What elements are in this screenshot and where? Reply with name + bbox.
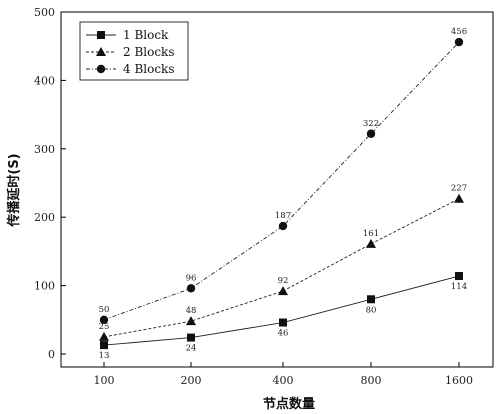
x-axis-title: 节点数量 bbox=[263, 396, 315, 412]
legend-label: 1 Block bbox=[123, 28, 169, 42]
x-tick-label: 100 bbox=[94, 374, 115, 387]
y-tick-label: 0 bbox=[48, 348, 55, 361]
data-label: 46 bbox=[278, 329, 289, 339]
data-label: 456 bbox=[451, 27, 467, 37]
data-labels: 13 24 46 80 114 25 48 92 161 227 50 96 187 322 456 bbox=[99, 27, 468, 361]
data-point bbox=[367, 295, 375, 304]
data-label: 187 bbox=[275, 211, 291, 221]
data-label: 114 bbox=[451, 282, 467, 292]
y-axis-title: 传播延时(S) bbox=[6, 153, 22, 227]
data-point bbox=[454, 193, 464, 203]
y-tick-label: 200 bbox=[34, 211, 55, 224]
legend-marker bbox=[96, 47, 106, 56]
legend-entry: 4 Blocks bbox=[86, 62, 174, 76]
data-point bbox=[99, 331, 109, 341]
legend-entry: 2 Blocks bbox=[86, 45, 174, 59]
data-label: 161 bbox=[363, 229, 379, 239]
y-tick-label: 500 bbox=[34, 6, 55, 19]
data-point bbox=[366, 238, 376, 248]
data-label: 13 bbox=[99, 351, 110, 361]
x-tick-label: 800 bbox=[361, 374, 382, 387]
legend-marker bbox=[97, 31, 105, 39]
data-label: 80 bbox=[366, 305, 377, 315]
data-label: 25 bbox=[99, 322, 110, 332]
x-axis: 100 200 400 800 1600 bbox=[94, 362, 473, 387]
legend-marker bbox=[96, 64, 106, 74]
data-label: 92 bbox=[278, 276, 289, 286]
data-label: 96 bbox=[186, 273, 197, 283]
data-label: 50 bbox=[99, 305, 110, 315]
series-layer bbox=[99, 37, 464, 350]
legend: 1 Block 2 Blocks 4 Blocks bbox=[79, 21, 189, 81]
x-tick-label: 400 bbox=[273, 374, 294, 387]
series-2 bbox=[99, 193, 464, 341]
data-point bbox=[187, 333, 195, 342]
y-tick-label: 400 bbox=[34, 74, 55, 87]
plot-frame bbox=[60, 11, 494, 368]
data-label: 227 bbox=[451, 184, 467, 194]
data-point bbox=[278, 286, 288, 296]
data-point bbox=[366, 129, 376, 138]
data-label: 48 bbox=[186, 306, 197, 316]
y-tick-label: 300 bbox=[34, 143, 55, 156]
legend-label: 4 Blocks bbox=[123, 62, 174, 76]
legend-label: 2 Blocks bbox=[123, 45, 174, 59]
y-tick-label: 100 bbox=[34, 280, 55, 293]
data-point bbox=[100, 341, 108, 350]
data-label: 322 bbox=[363, 119, 379, 129]
y-axis: 0 100 200 300 400 500 bbox=[34, 6, 66, 361]
data-point bbox=[454, 37, 464, 47]
data-label: 24 bbox=[186, 344, 197, 354]
data-point bbox=[186, 284, 196, 293]
series-3 bbox=[99, 37, 464, 324]
data-point bbox=[278, 221, 288, 231]
data-point bbox=[455, 272, 463, 281]
x-tick-label: 200 bbox=[181, 374, 202, 387]
data-point bbox=[99, 315, 109, 324]
x-tick-label: 1600 bbox=[445, 374, 473, 387]
data-point bbox=[186, 316, 196, 326]
legend-entry: 1 Block bbox=[86, 28, 169, 42]
data-point bbox=[279, 318, 287, 327]
series-1 bbox=[100, 272, 463, 350]
